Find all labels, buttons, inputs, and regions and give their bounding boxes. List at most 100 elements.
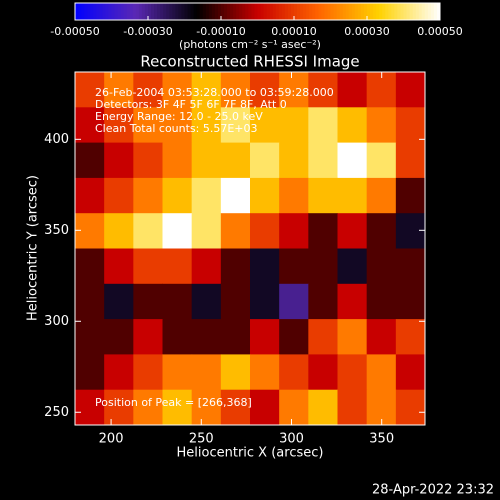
- colorbar-swatch: [141, 3, 146, 20]
- heatmap-cell: [133, 389, 163, 426]
- heatmap-cell: [250, 248, 280, 285]
- heatmap-cell: [308, 389, 338, 426]
- heatmap-cell: [279, 283, 309, 320]
- colorbar-swatch: [105, 3, 109, 20]
- annotation: Detectors: 3F 4F 5F 6F 7F 8F, Att 0: [95, 98, 287, 111]
- heatmap-cell: [220, 283, 251, 320]
- colorbar-swatch: [287, 3, 292, 20]
- heatmap-cell: [220, 72, 251, 108]
- colorbar-swatch: [409, 3, 414, 20]
- colorbar-swatch: [415, 3, 420, 20]
- colorbar-swatch: [290, 3, 295, 20]
- colorbar-swatch: [348, 3, 353, 20]
- colorbar-swatch: [275, 3, 280, 20]
- heatmap-cell: [337, 389, 368, 426]
- heatmap-cell: [220, 319, 251, 355]
- heatmap-cell: [75, 72, 105, 108]
- colorbar-swatch: [318, 3, 322, 20]
- colorbar-swatch: [376, 3, 380, 20]
- colorbar-swatch: [360, 3, 365, 20]
- peak-label: Position of Peak = [266,368]: [95, 396, 252, 409]
- colorbar-swatch: [129, 3, 134, 20]
- colorbar-swatch: [281, 3, 286, 20]
- colorbar-swatch: [242, 3, 246, 20]
- colorbar-swatch: [172, 3, 176, 20]
- colorbar-swatch: [81, 3, 85, 20]
- colorbar-swatch: [224, 3, 228, 20]
- colorbar-swatch: [132, 3, 137, 20]
- heatmap-cell: [279, 319, 309, 355]
- heatmap-cell: [133, 248, 163, 285]
- x-tick-label: 250: [189, 432, 214, 447]
- heatmap-cell: [279, 107, 309, 144]
- heatmap-cell: [162, 107, 193, 144]
- colorbar-swatch: [260, 3, 265, 20]
- heatmap-cell: [191, 283, 222, 320]
- heatmap-cell: [308, 142, 338, 179]
- colorbar-swatch: [251, 3, 255, 20]
- colorbar-swatch: [272, 3, 277, 20]
- heatmap-cell: [366, 177, 397, 214]
- heatmap-cell: [191, 72, 222, 108]
- colorbar-swatch: [175, 3, 179, 20]
- colorbar-swatch: [78, 3, 82, 20]
- heatmap-cell: [250, 142, 280, 179]
- colorbar-swatch: [421, 3, 426, 20]
- heatmap-cell: [279, 354, 309, 391]
- heatmap-cell: [75, 248, 105, 285]
- heatmap-cell: [250, 72, 280, 108]
- heatmap-cell: [133, 142, 163, 179]
- colorbar-swatch: [245, 3, 249, 20]
- colorbar-swatch: [339, 3, 344, 20]
- colorbar-swatch: [400, 3, 404, 20]
- colorbar-swatch: [327, 3, 331, 20]
- annotation: Energy Range: 12.0 - 25.0 keV: [95, 110, 263, 123]
- heatmap-cell: [366, 213, 397, 249]
- heatmap-cell: [133, 319, 163, 355]
- heatmap-cell: [191, 213, 222, 249]
- colorbar-swatch: [148, 3, 152, 20]
- colorbar-tick-label: -0.00010: [196, 25, 245, 38]
- colorbar-swatch: [436, 3, 441, 20]
- colorbar-tick-label: 0.00010: [271, 25, 317, 38]
- heatmap-cell: [395, 213, 426, 249]
- colorbar-swatch: [230, 3, 234, 20]
- heatmap-cell: [220, 389, 251, 426]
- heatmap-cell: [220, 354, 251, 391]
- heatmap-cell: [191, 319, 222, 355]
- heatmap-cell: [75, 177, 105, 214]
- heatmap-cell: [366, 354, 397, 391]
- colorbar-swatch: [93, 3, 97, 20]
- colorbar-swatch: [114, 3, 119, 20]
- heatmap-cell: [162, 319, 193, 355]
- heatmap-cell: [220, 142, 251, 179]
- colorbar-swatch: [151, 3, 155, 20]
- heatmap-cell: [337, 72, 368, 108]
- colorbar-swatch: [278, 3, 283, 20]
- y-axis-label: Heliocentric Y (arcsec): [26, 175, 41, 321]
- colorbar-swatch: [424, 3, 429, 20]
- heatmap-cell: [104, 354, 134, 391]
- colorbar-swatch: [427, 3, 432, 20]
- heatmap-cell: [104, 389, 134, 426]
- colorbar-swatch: [221, 3, 225, 20]
- colorbar-swatch: [370, 3, 374, 20]
- heatmap-cell: [395, 354, 426, 391]
- heatmap-cell: [337, 283, 368, 320]
- colorbar-swatch: [169, 3, 173, 20]
- heatmap-cell: [366, 319, 397, 355]
- heatmap-cell: [191, 354, 222, 391]
- colorbar-swatch: [102, 3, 106, 20]
- colorbar-swatch: [135, 3, 140, 20]
- heatmap-cell: [250, 107, 280, 144]
- heatmap-cell: [191, 142, 222, 179]
- heatmap-cell: [395, 72, 426, 108]
- heatmap-cell: [337, 248, 368, 285]
- colorbar-swatch: [154, 3, 158, 20]
- heatmap-cell: [395, 248, 426, 285]
- colorbar-swatch: [166, 3, 170, 20]
- heatmap-cell: [162, 213, 193, 249]
- heatmap-cell: [104, 72, 134, 108]
- colorbar-swatch: [284, 3, 289, 20]
- x-axis-label: Heliocentric X (arcsec): [177, 446, 324, 461]
